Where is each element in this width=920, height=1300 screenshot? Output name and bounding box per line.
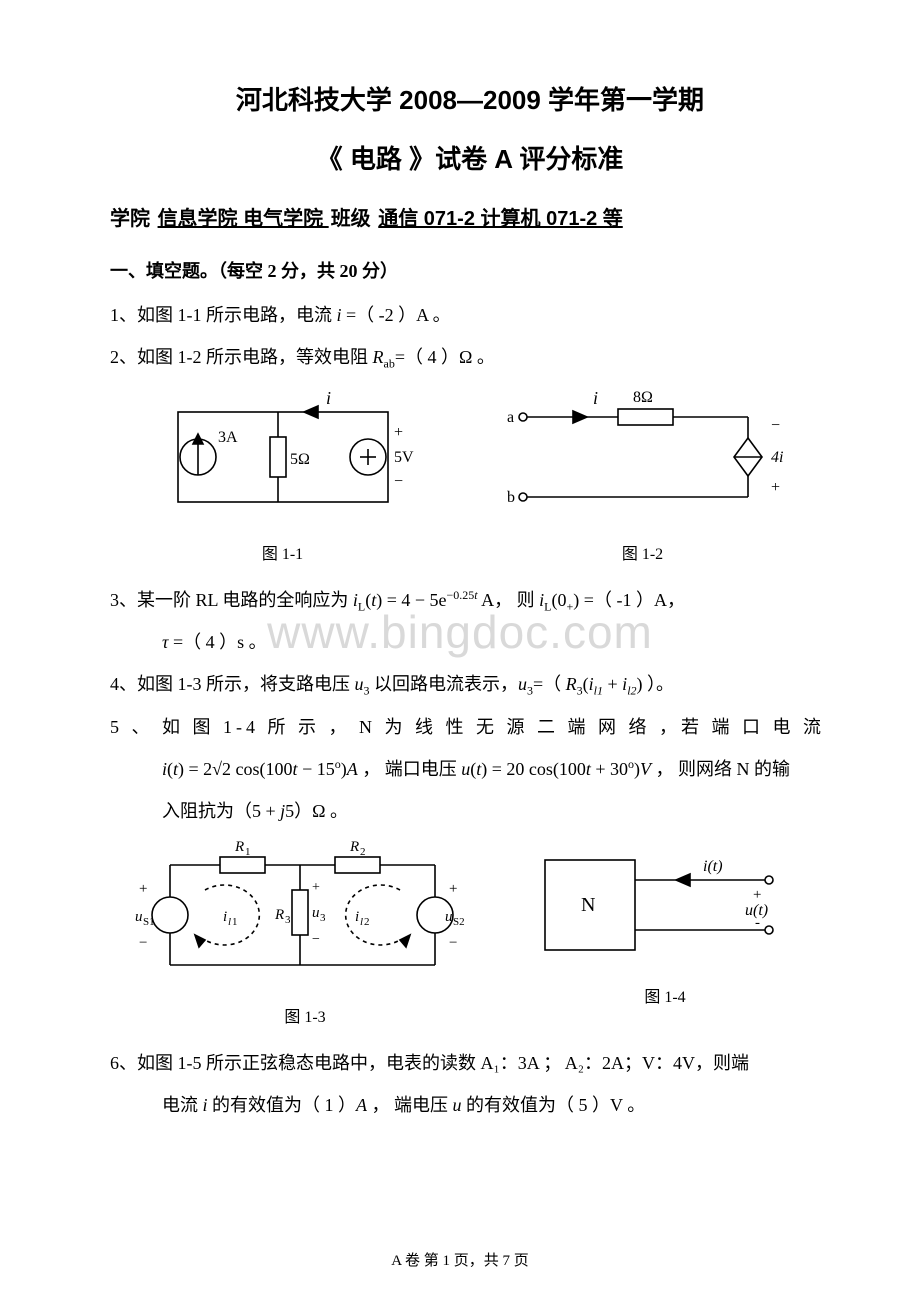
q5-l3a: 入阻抗为（ (162, 801, 252, 821)
fig12-i: i (593, 388, 598, 408)
q3-b: ， 则 (494, 590, 539, 610)
circuit-1-4-svg: N i(t) + u(t) - (525, 835, 805, 975)
fig12-r: 8Ω (633, 389, 653, 406)
doc-subhead: 学院 信息学院 电气学院 班级 通信 071-2 计算机 071-2 等 (110, 202, 830, 231)
class-label: 班级 (331, 208, 371, 230)
q3-l2: =（ 4 ）s 。 (168, 632, 266, 652)
svg-text:R: R (349, 839, 359, 855)
svg-text:S1: S1 (143, 916, 155, 928)
svg-text:+: + (139, 881, 147, 897)
svg-text:2: 2 (360, 846, 366, 858)
fig11-r: 5Ω (290, 451, 310, 468)
q5-tail: ， 则网络 N 的输 (651, 759, 790, 779)
svg-text:1: 1 (245, 846, 251, 858)
doc-title-1: 河北科技大学 2008—2009 学年第一学期 (110, 80, 830, 117)
section-1-head: 一、填空题。（每空 2 分，共 20 分） (110, 257, 830, 283)
svg-text:l: l (228, 916, 231, 928)
svg-text:3: 3 (285, 914, 291, 926)
fig12-cap: 图 1-2 (622, 540, 663, 564)
fig11-i: i (326, 388, 331, 408)
fig14-N: N (581, 894, 595, 916)
fig14-i: i(t) (703, 858, 723, 875)
svg-text:1: 1 (232, 916, 238, 928)
fig-1-4: N i(t) + u(t) - 图 1-4 (525, 835, 805, 1027)
fig-1-3: R1 R2 R3 + uS1 − + uS2 − + u3 − il1 il2 … (135, 835, 475, 1027)
question-6-l1: 6、如图 1-5 所示正弦稳态电路中，电表的读数 A₁：3A ； A₂：2A；V… (110, 1045, 830, 1081)
question-5-l2: i(t) = 2√2 cos(100t − 15o)A ， 端口电压 u(t) … (110, 751, 830, 787)
svg-text:+: + (449, 881, 457, 897)
svg-text:l: l (360, 916, 363, 928)
fig11-isrc: 3A (218, 429, 238, 446)
svg-text:R: R (274, 907, 284, 923)
q3-c: =（ -1 ）A， (579, 590, 685, 610)
question-3b: τ =（ 4 ）s 。 (110, 624, 830, 660)
q2-a: 2、如图 1-2 所示电路，等效电阻 (110, 347, 373, 367)
fig-row-2: R1 R2 R3 + uS1 − + uS2 − + u3 − il1 il2 … (110, 835, 830, 1027)
fig-1-2: a b i 8Ω − 4i + 图 1-2 (493, 382, 793, 564)
svg-text:+: + (771, 479, 780, 496)
question-6-l2: 电流 i 的有效值为（ 1 ）A ， 端电压 u 的有效值为（ 5 ）V 。 (110, 1087, 830, 1123)
circuit-1-2-svg: a b i 8Ω − 4i + (493, 382, 793, 532)
dept-value: 信息学院 电气学院 (156, 208, 331, 230)
fig-1-1: 3A 5Ω + 5V − i 图 1-1 (148, 382, 418, 564)
question-3: 3、某一阶 RL 电路的全响应为 iL(t) = 4 − 5e−0.25t A，… (110, 582, 830, 619)
q3-a: 3、某一阶 RL 电路的全响应为 (110, 590, 353, 610)
svg-text:+: + (753, 887, 761, 903)
class-value: 通信 071-2 计算机 071-2 等 (376, 208, 625, 230)
fig11-cap: 图 1-1 (262, 540, 303, 564)
fig12-b: b (507, 489, 515, 506)
svg-text:−: − (394, 473, 403, 490)
q4-c: =（ (533, 674, 566, 694)
svg-text:−: − (771, 417, 780, 434)
q1-b: =（ -2 ）A 。 (342, 305, 451, 325)
svg-text:−: − (139, 935, 147, 951)
fig14-cap: 图 1-4 (644, 983, 685, 1007)
question-2: 2、如图 1-2 所示电路，等效电阻 Rab=（ 4 ）Ω 。 (110, 339, 830, 376)
dept-label: 学院 (110, 208, 150, 230)
question-5-l1: 5 、 如 图 1-4 所 示 ， N 为 线 性 无 源 二 端 网 络 ，若… (110, 709, 830, 745)
question-5-l3: 入阻抗为（5 + j5）Ω 。 (110, 793, 830, 829)
svg-text:u: u (135, 909, 143, 925)
svg-text:-: - (755, 915, 760, 931)
svg-text:2: 2 (364, 916, 370, 928)
q5-mid: ， 端口电压 (358, 759, 462, 779)
fig11-v: 5V (394, 449, 414, 466)
svg-text:u: u (312, 905, 320, 921)
fig-row-1: 3A 5Ω + 5V − i 图 1-1 a b (110, 382, 830, 564)
q4-a: 4、如图 1-3 所示，将支路电压 (110, 674, 355, 694)
q1-a: 1、如图 1-1 所示电路，电流 (110, 305, 337, 325)
svg-text:i: i (223, 909, 227, 925)
svg-text:R: R (234, 839, 244, 855)
q4-b: 以回路电流表示， (370, 674, 519, 694)
svg-text:−: − (312, 932, 320, 947)
question-1: 1、如图 1-1 所示电路，电流 i =（ -2 ）A 。 (110, 297, 830, 333)
circuit-1-1-svg: 3A 5Ω + 5V − i (148, 382, 418, 532)
circuit-1-3-svg: R1 R2 R3 + uS1 − + uS2 − + u3 − il1 il2 (135, 835, 475, 995)
svg-text:+: + (394, 424, 403, 441)
question-4: 4、如图 1-3 所示，将支路电压 u3 以回路电流表示，u3=（ R3(il1… (110, 666, 830, 703)
svg-text:+: + (312, 880, 320, 895)
fig12-a: a (507, 409, 514, 426)
q4-d: ）。 (643, 674, 675, 694)
svg-text:−: − (449, 935, 457, 951)
page-footer: A 卷 第 1 页，共 7 页 (0, 1249, 920, 1270)
doc-title-2: 《 电路 》试卷 A 评分标准 (110, 139, 830, 176)
svg-text:u: u (445, 909, 453, 925)
svg-text:S2: S2 (453, 916, 465, 928)
fig12-dep: 4i (771, 449, 783, 466)
fig13-cap: 图 1-3 (284, 1003, 325, 1027)
q2-b: =（ 4 ）Ω 。 (395, 347, 495, 367)
svg-text:i: i (355, 909, 359, 925)
q5-l3b: ）Ω 。 (294, 801, 348, 821)
svg-text:3: 3 (320, 912, 326, 924)
